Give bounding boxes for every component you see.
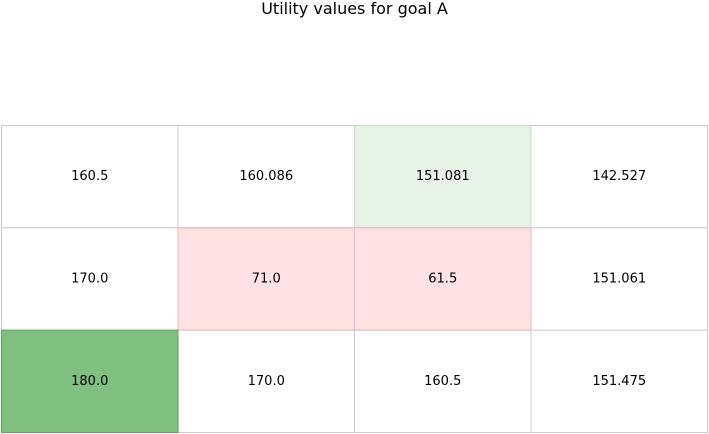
grid-cell xyxy=(1,227,179,331)
grid-cell xyxy=(530,125,708,229)
cells-layer xyxy=(1,125,708,433)
grid-cell-start xyxy=(1,329,179,433)
chart-title: Utility values for goal A xyxy=(261,0,448,18)
cell-value-label: 142.527 xyxy=(592,169,646,184)
cell-value-label: 160.086 xyxy=(239,169,293,184)
grid-cell-obstacle xyxy=(354,227,532,331)
cell-value-label: 160.5 xyxy=(71,169,108,184)
cell-value-label: 151.475 xyxy=(592,374,646,389)
cell-value-label: 151.061 xyxy=(592,272,646,287)
cell-value-label: 170.0 xyxy=(71,272,108,287)
grid-cell xyxy=(354,329,532,433)
grid-cell xyxy=(177,329,355,433)
labels-layer: 160.5 160.086 151.081 142.527 170.0 71.0 61.5 1… xyxy=(71,169,646,389)
highlight-border-start xyxy=(1,329,179,433)
cell-value-label: 61.5 xyxy=(428,272,457,287)
cell-value-label: 170.0 xyxy=(248,374,285,389)
cell-value-label: 180.0 xyxy=(71,374,108,389)
grid-cell-obstacle xyxy=(177,227,355,331)
grid-cell xyxy=(530,227,708,331)
highlight-border-obstacle xyxy=(354,227,532,331)
cell-value-label: 160.5 xyxy=(424,374,461,389)
cell-value-label: 71.0 xyxy=(252,272,281,287)
grid-cell xyxy=(530,329,708,433)
cell-value-label: 151.081 xyxy=(416,169,470,184)
